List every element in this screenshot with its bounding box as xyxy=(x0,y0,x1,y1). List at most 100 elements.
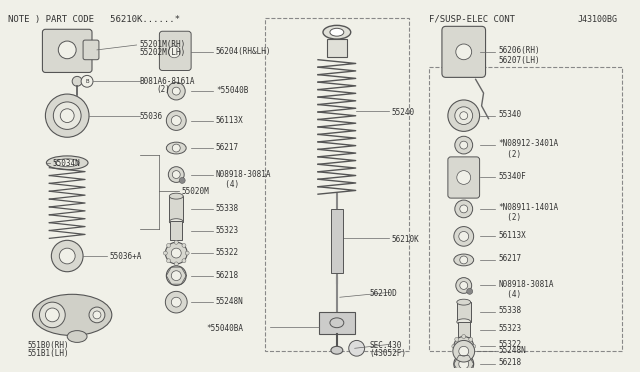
Ellipse shape xyxy=(454,254,474,266)
Text: 55202M(LH): 55202M(LH) xyxy=(140,48,186,57)
Circle shape xyxy=(51,240,83,272)
Circle shape xyxy=(454,227,474,246)
Circle shape xyxy=(460,282,468,289)
Circle shape xyxy=(60,248,75,264)
Text: 55340F: 55340F xyxy=(499,171,526,181)
Ellipse shape xyxy=(170,219,183,225)
Circle shape xyxy=(456,44,472,60)
Circle shape xyxy=(457,171,470,185)
Text: 551B0(RH): 551B0(RH) xyxy=(28,341,69,350)
Circle shape xyxy=(455,200,473,218)
Text: 55034N: 55034N xyxy=(52,159,80,168)
Ellipse shape xyxy=(457,319,470,325)
Text: 551B1(LH): 551B1(LH) xyxy=(28,349,69,358)
Circle shape xyxy=(460,205,468,213)
Bar xyxy=(266,17,409,351)
Circle shape xyxy=(459,346,468,356)
Circle shape xyxy=(455,351,459,355)
Text: *55040B: *55040B xyxy=(216,86,248,95)
Circle shape xyxy=(93,311,101,319)
Text: 55248N: 55248N xyxy=(216,297,244,306)
Circle shape xyxy=(453,340,475,362)
Text: 55340: 55340 xyxy=(499,110,522,119)
Text: 56113X: 56113X xyxy=(499,231,526,240)
Text: 55036+A: 55036+A xyxy=(110,252,142,261)
FancyBboxPatch shape xyxy=(442,26,486,77)
Circle shape xyxy=(172,171,180,179)
Ellipse shape xyxy=(457,299,470,305)
Circle shape xyxy=(460,112,468,119)
Text: B081A6-8161A: B081A6-8161A xyxy=(140,77,195,86)
Circle shape xyxy=(165,291,187,313)
Circle shape xyxy=(459,359,468,369)
Circle shape xyxy=(168,167,184,182)
Circle shape xyxy=(349,340,365,356)
Ellipse shape xyxy=(170,193,183,199)
Bar xyxy=(458,322,470,337)
Circle shape xyxy=(468,337,473,341)
Circle shape xyxy=(182,259,186,263)
Circle shape xyxy=(456,278,472,294)
Circle shape xyxy=(60,109,74,122)
Text: 55322: 55322 xyxy=(216,248,239,257)
Circle shape xyxy=(468,351,473,355)
Text: 55020M: 55020M xyxy=(181,187,209,196)
Circle shape xyxy=(185,251,189,255)
Text: *N08912-3401A
  (2): *N08912-3401A (2) xyxy=(499,139,559,158)
Circle shape xyxy=(454,354,474,372)
Text: SEC.430: SEC.430 xyxy=(369,341,402,350)
Circle shape xyxy=(459,341,468,351)
Text: NOTE ) PART CODE   56210K......*: NOTE ) PART CODE 56210K......* xyxy=(8,15,180,23)
Text: 56206(RH)
56207(LH): 56206(RH) 56207(LH) xyxy=(499,46,540,65)
Circle shape xyxy=(166,244,170,247)
Circle shape xyxy=(174,262,179,266)
Circle shape xyxy=(455,337,459,341)
Text: 56218: 56218 xyxy=(216,271,239,280)
Circle shape xyxy=(455,136,473,154)
Ellipse shape xyxy=(33,294,112,336)
Text: 56218: 56218 xyxy=(499,358,522,367)
FancyBboxPatch shape xyxy=(42,29,92,73)
Circle shape xyxy=(168,46,180,58)
Bar xyxy=(429,67,622,351)
Text: 55338: 55338 xyxy=(499,306,522,315)
Circle shape xyxy=(58,41,76,59)
Text: J43100BG: J43100BG xyxy=(577,15,618,23)
Circle shape xyxy=(455,107,473,125)
Text: N08918-3081A
  (4): N08918-3081A (4) xyxy=(216,170,271,189)
Text: F/SUSP-ELEC CONT: F/SUSP-ELEC CONT xyxy=(429,15,515,23)
Circle shape xyxy=(172,87,180,95)
Circle shape xyxy=(448,100,479,131)
Circle shape xyxy=(172,144,180,152)
FancyBboxPatch shape xyxy=(159,31,191,71)
Circle shape xyxy=(461,334,466,339)
Text: 56210D: 56210D xyxy=(369,289,397,298)
Text: 55322: 55322 xyxy=(499,340,522,349)
Circle shape xyxy=(167,82,185,100)
Circle shape xyxy=(172,297,181,307)
Bar xyxy=(457,302,470,322)
Circle shape xyxy=(461,354,466,358)
Text: N08918-3081A
  (4): N08918-3081A (4) xyxy=(499,280,554,299)
Bar xyxy=(170,196,183,222)
Circle shape xyxy=(172,271,181,280)
Ellipse shape xyxy=(330,318,344,328)
Circle shape xyxy=(460,256,468,264)
Text: *N08911-1401A
  (2): *N08911-1401A (2) xyxy=(499,203,559,222)
Bar xyxy=(319,312,355,334)
Bar xyxy=(170,221,182,240)
Ellipse shape xyxy=(46,156,88,170)
Ellipse shape xyxy=(55,159,79,167)
Text: 55323: 55323 xyxy=(499,324,522,333)
Circle shape xyxy=(165,242,187,264)
Text: (43052F): (43052F) xyxy=(369,349,406,358)
Circle shape xyxy=(454,337,474,356)
Text: B: B xyxy=(85,79,89,84)
Circle shape xyxy=(467,288,473,294)
Circle shape xyxy=(45,308,60,322)
FancyBboxPatch shape xyxy=(83,40,99,60)
Text: 56113X: 56113X xyxy=(216,116,244,125)
FancyBboxPatch shape xyxy=(448,157,479,198)
Circle shape xyxy=(460,141,468,149)
Text: 55036: 55036 xyxy=(140,112,163,121)
